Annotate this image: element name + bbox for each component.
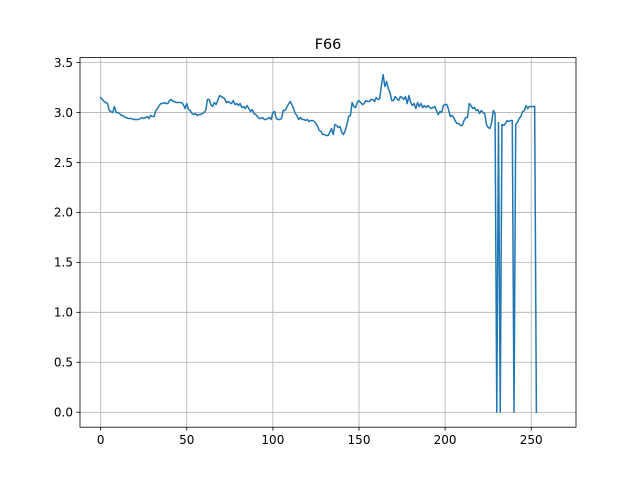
x-tick-label: 250 [520,433,543,447]
y-tick-label: 0.5 [54,356,73,370]
x-tick-label: 50 [179,433,194,447]
x-tick-label: 150 [348,433,371,447]
y-tick-label: 3.5 [54,56,73,70]
plot-frame [79,57,577,428]
y-tick-label: 3.0 [54,106,73,120]
x-tick-label: 0 [97,433,105,447]
x-tick-label: 100 [261,433,284,447]
series-line [99,73,538,413]
y-tick-label: 2.0 [54,206,73,220]
y-tick-label: 1.5 [54,256,73,270]
y-tick-label: 2.5 [54,156,73,170]
y-tick-label: 0.0 [54,406,73,420]
chart-title: F66 [315,37,342,53]
y-tick-label: 1.0 [54,306,73,320]
x-tick-label: 200 [434,433,457,447]
tick-layer: 0 50 100 150 200 250 0.0 0.5 1.0 1.5 2.0 2.5 3.0 3.5 [54,56,543,447]
